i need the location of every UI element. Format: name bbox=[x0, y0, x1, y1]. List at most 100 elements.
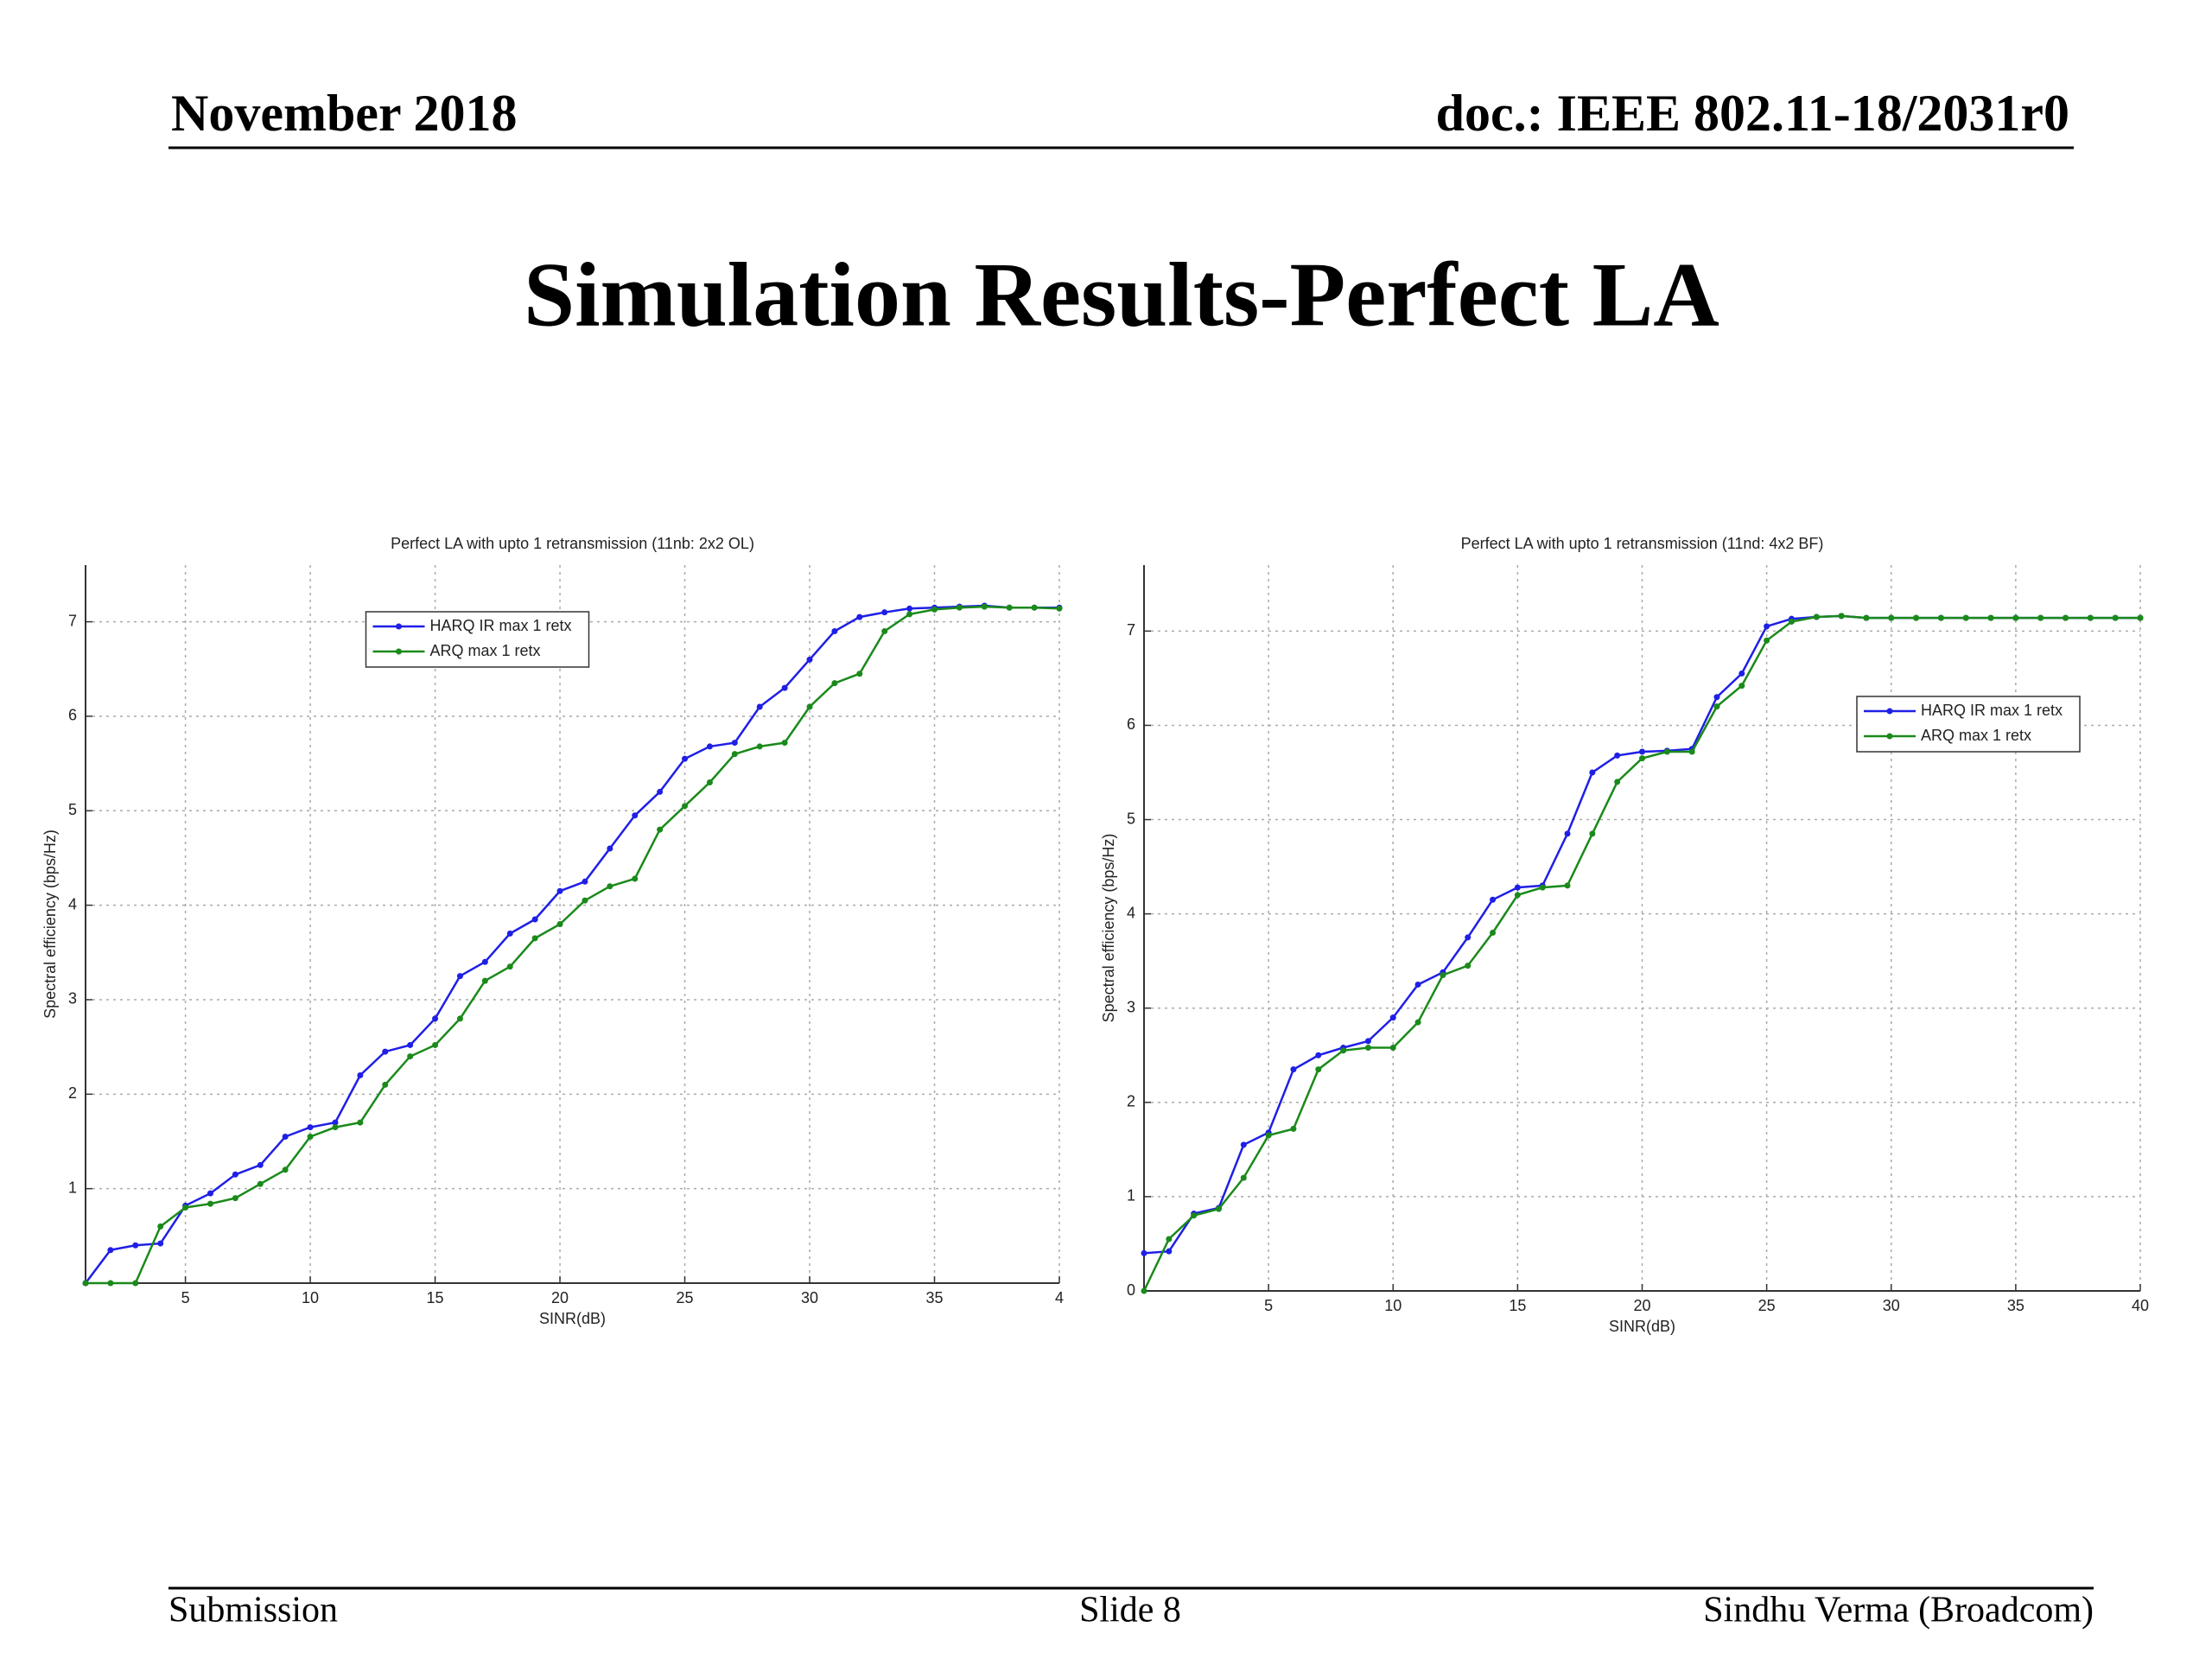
series-marker bbox=[2137, 614, 2144, 621]
series-marker bbox=[1364, 1045, 1371, 1052]
series-marker bbox=[1764, 637, 1770, 644]
series-marker bbox=[906, 611, 913, 618]
series-marker bbox=[2112, 614, 2119, 621]
series-marker bbox=[1614, 752, 1621, 759]
series-marker bbox=[1688, 748, 1695, 755]
series-marker bbox=[382, 1081, 389, 1088]
series-marker bbox=[1465, 934, 1471, 941]
legend-label: ARQ max 1 retx bbox=[430, 642, 541, 659]
series-marker bbox=[107, 1247, 114, 1254]
series-marker bbox=[481, 958, 488, 965]
series-marker bbox=[1639, 748, 1645, 755]
y-tick-label: 1 bbox=[1127, 1187, 1135, 1205]
series-marker bbox=[1614, 779, 1621, 785]
series-marker bbox=[632, 875, 639, 882]
series-marker bbox=[607, 883, 613, 890]
x-tick-label: 10 bbox=[302, 1289, 319, 1306]
y-tick-label: 2 bbox=[68, 1084, 77, 1102]
y-tick-label: 6 bbox=[1127, 715, 1135, 733]
series-marker bbox=[956, 604, 963, 611]
series-marker bbox=[1191, 1212, 1198, 1219]
series-marker bbox=[981, 603, 988, 610]
series-marker bbox=[806, 656, 813, 663]
x-tick-label: 30 bbox=[1883, 1297, 1900, 1314]
series-line bbox=[85, 604, 1059, 1284]
series-marker bbox=[1166, 1236, 1173, 1243]
series-marker bbox=[1240, 1141, 1247, 1148]
x-tick-label: 5 bbox=[181, 1289, 190, 1306]
series-marker bbox=[1290, 1066, 1297, 1073]
series-marker bbox=[582, 878, 588, 885]
series-marker bbox=[1056, 605, 1063, 612]
series-marker bbox=[1364, 1038, 1371, 1045]
x-tick-label: 15 bbox=[427, 1289, 444, 1306]
series-marker bbox=[1813, 613, 1820, 620]
y-tick-label: 7 bbox=[68, 612, 77, 629]
series-marker bbox=[481, 977, 488, 984]
series-marker bbox=[1589, 830, 1596, 837]
series-marker bbox=[1031, 604, 1038, 611]
y-tick-label: 6 bbox=[68, 707, 77, 724]
series-marker bbox=[257, 1161, 264, 1168]
series-marker bbox=[257, 1180, 264, 1187]
series-marker bbox=[207, 1190, 213, 1197]
series-marker bbox=[1738, 683, 1745, 690]
series-marker bbox=[831, 628, 838, 635]
series-marker bbox=[1414, 1019, 1421, 1026]
series-marker bbox=[1141, 1249, 1147, 1256]
series-marker bbox=[407, 1041, 414, 1048]
series-marker bbox=[657, 788, 664, 795]
series-marker bbox=[1490, 929, 1497, 936]
series-marker bbox=[1888, 614, 1895, 621]
series-marker bbox=[1215, 1205, 1222, 1212]
x-tick-label: 25 bbox=[1758, 1297, 1776, 1314]
series-marker bbox=[506, 963, 513, 970]
series-marker bbox=[1738, 670, 1745, 677]
legend-label: HARQ IR max 1 retx bbox=[1921, 702, 2063, 719]
series-marker bbox=[806, 703, 813, 710]
series-marker bbox=[1838, 613, 1845, 620]
x-tick-label: 5 bbox=[1264, 1297, 1273, 1314]
y-tick-label: 1 bbox=[68, 1179, 77, 1196]
series-marker bbox=[357, 1071, 364, 1078]
x-tick-label: 20 bbox=[1633, 1297, 1650, 1314]
series-marker bbox=[756, 743, 763, 750]
series-marker bbox=[556, 887, 563, 894]
y-tick-label: 4 bbox=[1127, 904, 1135, 921]
series-marker bbox=[182, 1205, 189, 1211]
series-marker bbox=[582, 897, 588, 904]
legend-marker bbox=[1886, 733, 1893, 740]
series-marker bbox=[107, 1280, 114, 1287]
series-marker bbox=[1987, 614, 1994, 621]
y-tick-label: 5 bbox=[68, 801, 77, 818]
series-marker bbox=[1465, 963, 1471, 969]
series-marker bbox=[1315, 1066, 1322, 1073]
series-marker bbox=[232, 1171, 238, 1178]
series-marker bbox=[1389, 1014, 1396, 1021]
x-tick-label: 35 bbox=[2007, 1297, 2024, 1314]
series-marker bbox=[456, 973, 463, 980]
y-tick-label: 3 bbox=[68, 990, 77, 1007]
series-marker bbox=[531, 916, 538, 923]
series-marker bbox=[132, 1280, 139, 1287]
footer-right: Sindhu Verma (Broadcom) bbox=[1703, 1591, 2094, 1630]
x-tick-label: 25 bbox=[677, 1289, 694, 1306]
x-tick-label: 15 bbox=[1509, 1297, 1526, 1314]
series-marker bbox=[931, 606, 938, 613]
x-tick-label: 35 bbox=[925, 1289, 943, 1306]
chart-title: Perfect LA with upto 1 retransmission (1… bbox=[1461, 535, 1824, 552]
series-marker bbox=[781, 740, 788, 747]
series-marker bbox=[831, 680, 838, 687]
series-marker bbox=[1389, 1045, 1396, 1052]
slide-title: Simulation Results-Perfect LA bbox=[524, 244, 1719, 345]
legend-label: ARQ max 1 retx bbox=[1921, 727, 2031, 744]
series-marker bbox=[706, 743, 713, 750]
series-marker bbox=[1663, 748, 1670, 755]
series-marker bbox=[1764, 623, 1770, 630]
y-tick-label: 3 bbox=[1127, 998, 1135, 1015]
series-marker bbox=[2063, 614, 2069, 621]
series-marker bbox=[332, 1119, 339, 1126]
series-marker bbox=[1788, 618, 1795, 625]
series-marker bbox=[157, 1223, 164, 1230]
